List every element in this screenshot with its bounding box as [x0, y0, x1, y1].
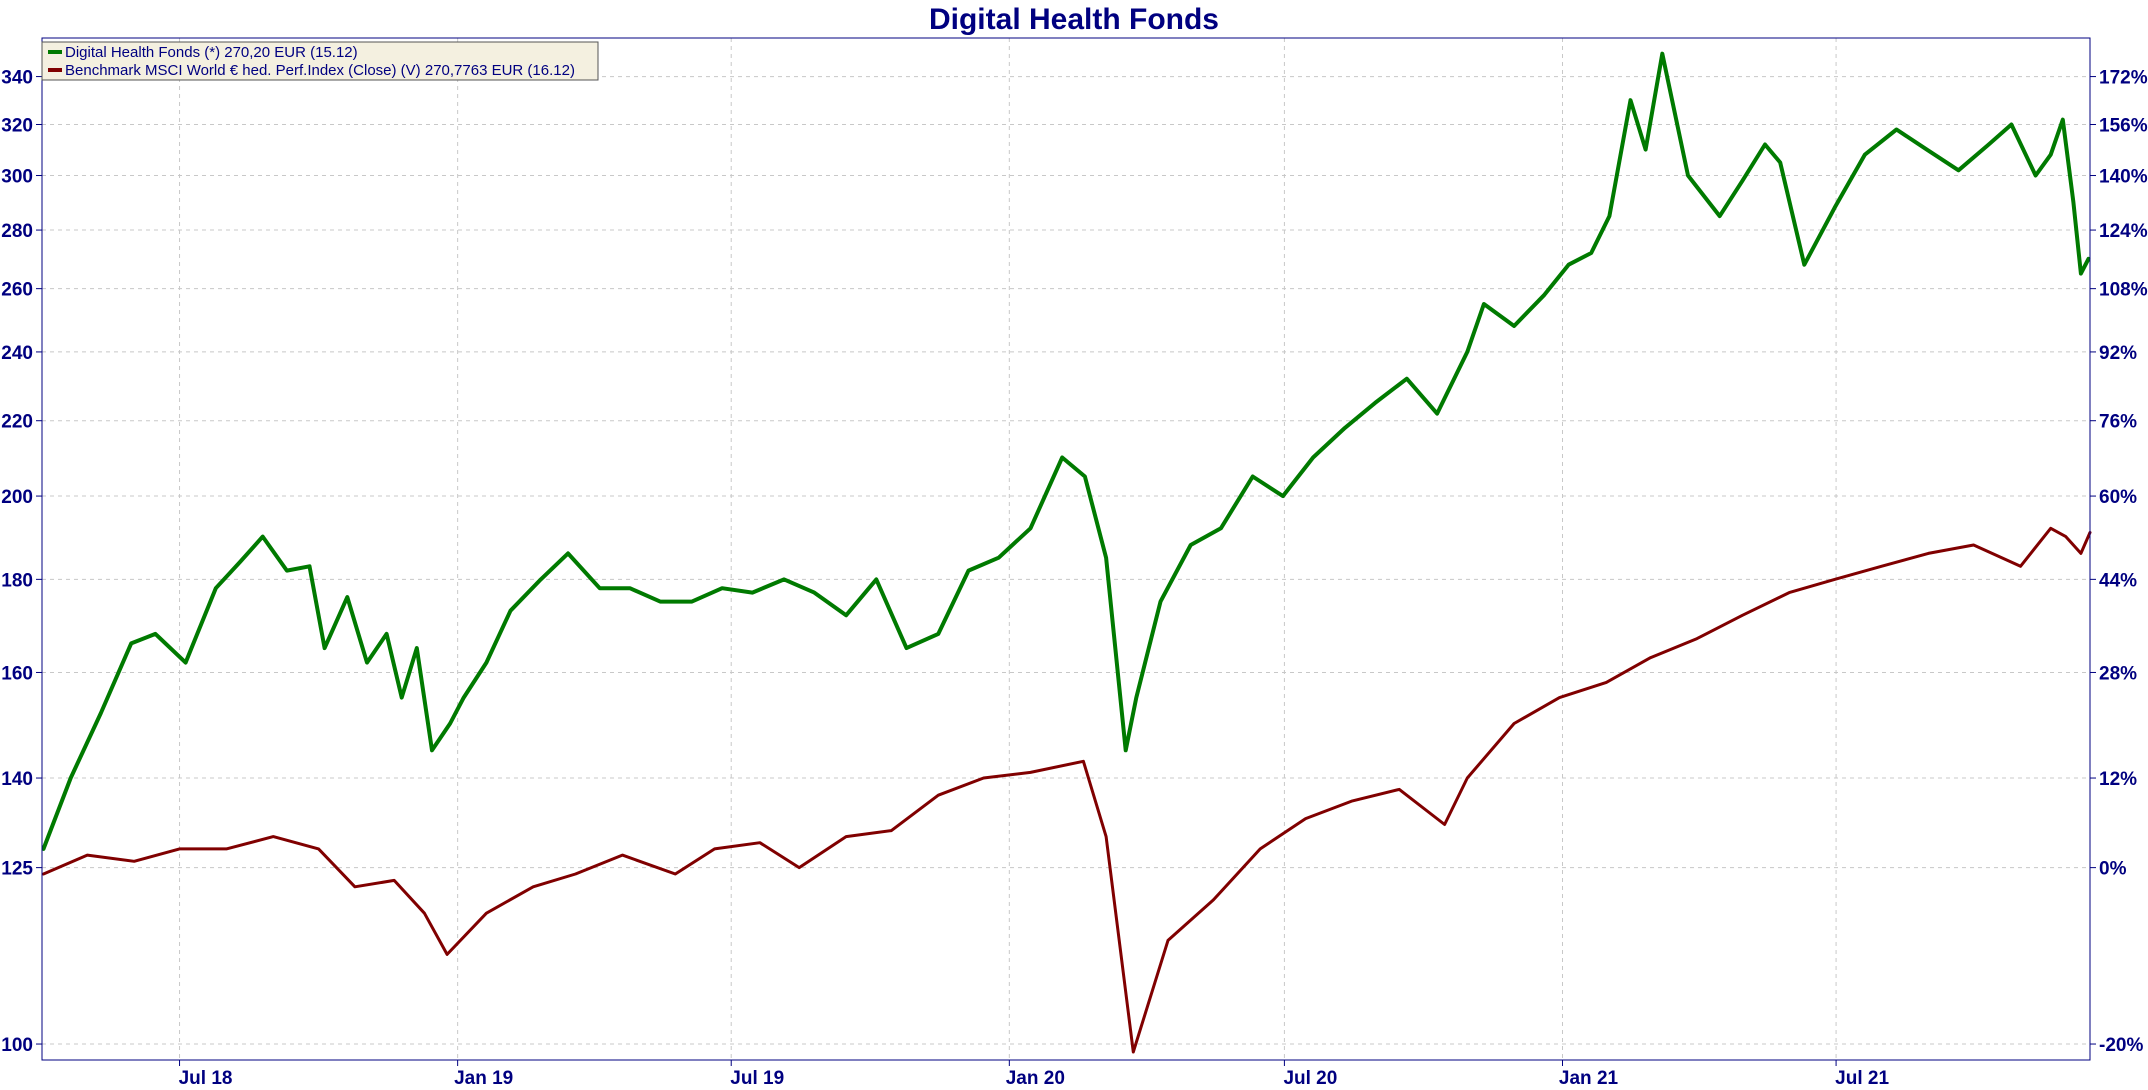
- y2-tick-label: 76%: [2099, 412, 2137, 433]
- y-tick-label: 160: [1, 663, 33, 684]
- y2-tick-label: 28%: [2099, 663, 2137, 684]
- x-tick-label: Jul 21: [1835, 1068, 1889, 1089]
- y2-tick-label: 60%: [2099, 487, 2137, 508]
- y-tick-label: 300: [1, 167, 33, 188]
- x-tick-label: Jul 19: [730, 1068, 784, 1089]
- y-tick-label: 280: [1, 221, 33, 242]
- y2-tick-label: 172%: [2099, 68, 2148, 89]
- y-tick-label: 180: [1, 570, 33, 591]
- x-tick-label: Jan 19: [454, 1068, 513, 1089]
- y2-tick-label: 44%: [2099, 570, 2137, 591]
- y-tick-label: 220: [1, 412, 33, 433]
- series-layer: [41, 51, 2092, 1054]
- legend-box: [41, 41, 599, 81]
- y-tick-label: 340: [1, 68, 33, 89]
- x-tick-label: Jul 20: [1283, 1068, 1337, 1089]
- y2-tick-label: 12%: [2099, 769, 2137, 790]
- y2-tick-label: 92%: [2099, 343, 2137, 364]
- legend: Digital Health Fonds (*) 270,20 EUR (15.…: [41, 41, 599, 81]
- y-tick-label: 260: [1, 280, 33, 301]
- plot-frame: [41, 37, 2091, 1061]
- y2-tick-label: 140%: [2099, 167, 2148, 188]
- y-tick-label: 100: [1, 1035, 33, 1056]
- y2-tick-label: 108%: [2099, 280, 2148, 301]
- y-tick-label: 200: [1, 487, 33, 508]
- y-tick-label: 140: [1, 769, 33, 790]
- series-line-benchmark: [42, 526, 2092, 1054]
- legend-label-fund: Digital Health Fonds (*) 270,20 EUR (15.…: [65, 44, 358, 61]
- chart-title: Digital Health Fonds: [929, 3, 1219, 36]
- x-tick-label: Jul 18: [179, 1068, 233, 1089]
- y2-tick-label: 0%: [2099, 859, 2127, 880]
- x-tick-label: Jan 21: [1559, 1068, 1619, 1089]
- legend-label-benchmark: Benchmark MSCI World € hed. Perf.Index (…: [65, 62, 575, 79]
- y-tick-label: 125: [1, 859, 33, 880]
- y-tick-label: 240: [1, 343, 33, 364]
- y2-tick-label: 124%: [2099, 221, 2148, 242]
- y2-tick-label: -20%: [2099, 1035, 2143, 1056]
- y-tick-label: 320: [1, 115, 33, 136]
- series-line-fund: [41, 51, 2091, 851]
- axes: 100 125 140 160 180 200 220 240 260 280 300 320 340 -…: [1, 37, 2148, 1089]
- x-tick-label: Jan 20: [1006, 1068, 1065, 1089]
- y2-tick-label: 156%: [2099, 115, 2148, 136]
- grid: [42, 38, 2090, 1060]
